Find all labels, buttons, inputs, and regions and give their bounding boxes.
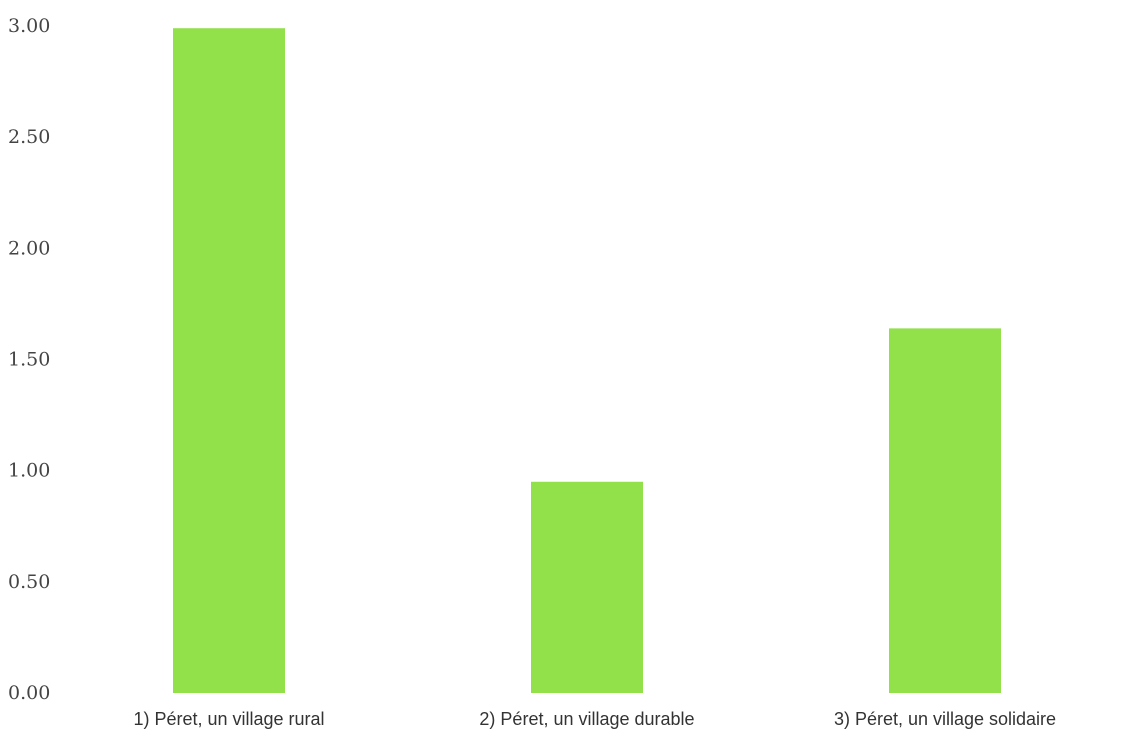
x-category-label: 1) Péret, un village rural	[133, 709, 324, 729]
y-tick-label: 0.00	[8, 682, 50, 704]
bar	[889, 328, 1001, 693]
bars	[173, 28, 1001, 694]
x-category-label: 2) Péret, un village durable	[479, 709, 694, 729]
y-tick-label: 1.00	[8, 460, 50, 482]
y-tick-label: 3.00	[8, 15, 50, 37]
y-tick-label: 2.00	[8, 237, 50, 259]
bar	[531, 481, 643, 693]
y-tick-label: 2.50	[8, 126, 50, 148]
y-tick-label: 0.50	[8, 571, 50, 593]
x-axis-labels: 1) Péret, un village rural 2) Péret, un v…	[133, 709, 1056, 729]
x-category-label: 3) Péret, un village solidaire	[834, 709, 1056, 729]
y-tick-label: 1.50	[8, 349, 50, 371]
bar	[173, 28, 285, 694]
y-axis-ticks: 0.00 0.50 1.00 1.50 2.00 2.50 3.00	[8, 15, 50, 704]
